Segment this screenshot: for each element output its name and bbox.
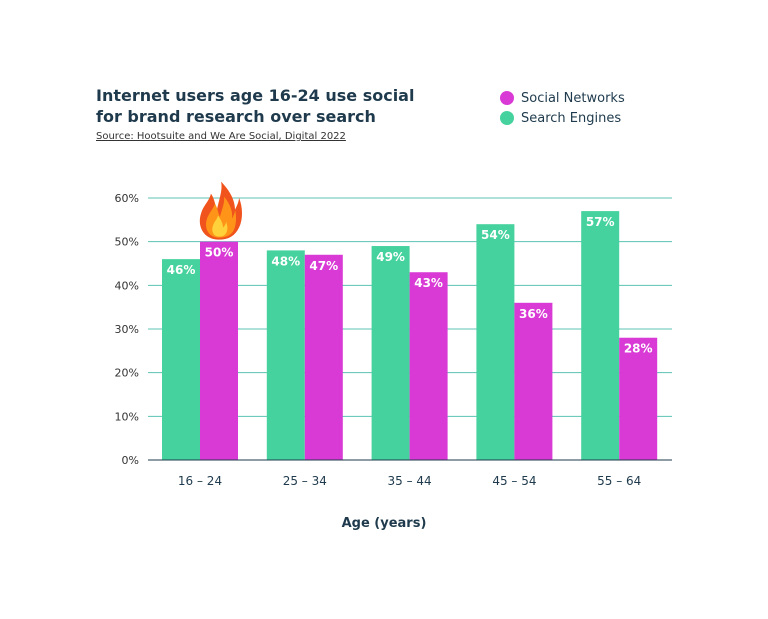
x-axis-title: Age (years) [0,516,768,531]
data-label-social-networks: 36% [519,307,548,321]
data-label-search-engines: 49% [376,250,405,264]
bar-search-engines [372,246,410,460]
bar-search-engines [267,250,305,460]
x-tick-label: 45 – 54 [492,474,536,488]
bar-social-networks [200,242,238,460]
x-tick-label: 55 – 64 [597,474,641,488]
x-tick-label: 16 – 24 [178,474,222,488]
bar-social-networks [305,255,343,460]
bar-search-engines [476,224,514,460]
data-label-search-engines: 46% [167,263,196,277]
fire-icon [200,182,242,240]
data-label-social-networks: 47% [309,259,338,273]
data-label-social-networks: 28% [624,342,653,356]
data-label-social-networks: 50% [205,246,234,260]
bar-search-engines [581,211,619,460]
data-label-search-engines: 48% [271,254,300,268]
bar-social-networks [514,303,552,460]
y-tick-label: 20% [115,367,139,380]
y-tick-label: 40% [115,279,139,292]
x-tick-label: 25 – 34 [283,474,327,488]
y-tick-label: 10% [115,410,139,423]
y-tick-label: 0% [122,454,139,467]
bar-social-networks [619,338,657,460]
y-tick-label: 60% [115,192,139,205]
bar-search-engines [162,259,200,460]
y-tick-label: 30% [115,323,139,336]
bar-social-networks [410,272,448,460]
x-tick-label: 35 – 44 [388,474,432,488]
data-label-search-engines: 57% [586,215,615,229]
y-tick-label: 50% [115,236,139,249]
data-label-search-engines: 54% [481,228,510,242]
data-label-social-networks: 43% [414,276,443,290]
